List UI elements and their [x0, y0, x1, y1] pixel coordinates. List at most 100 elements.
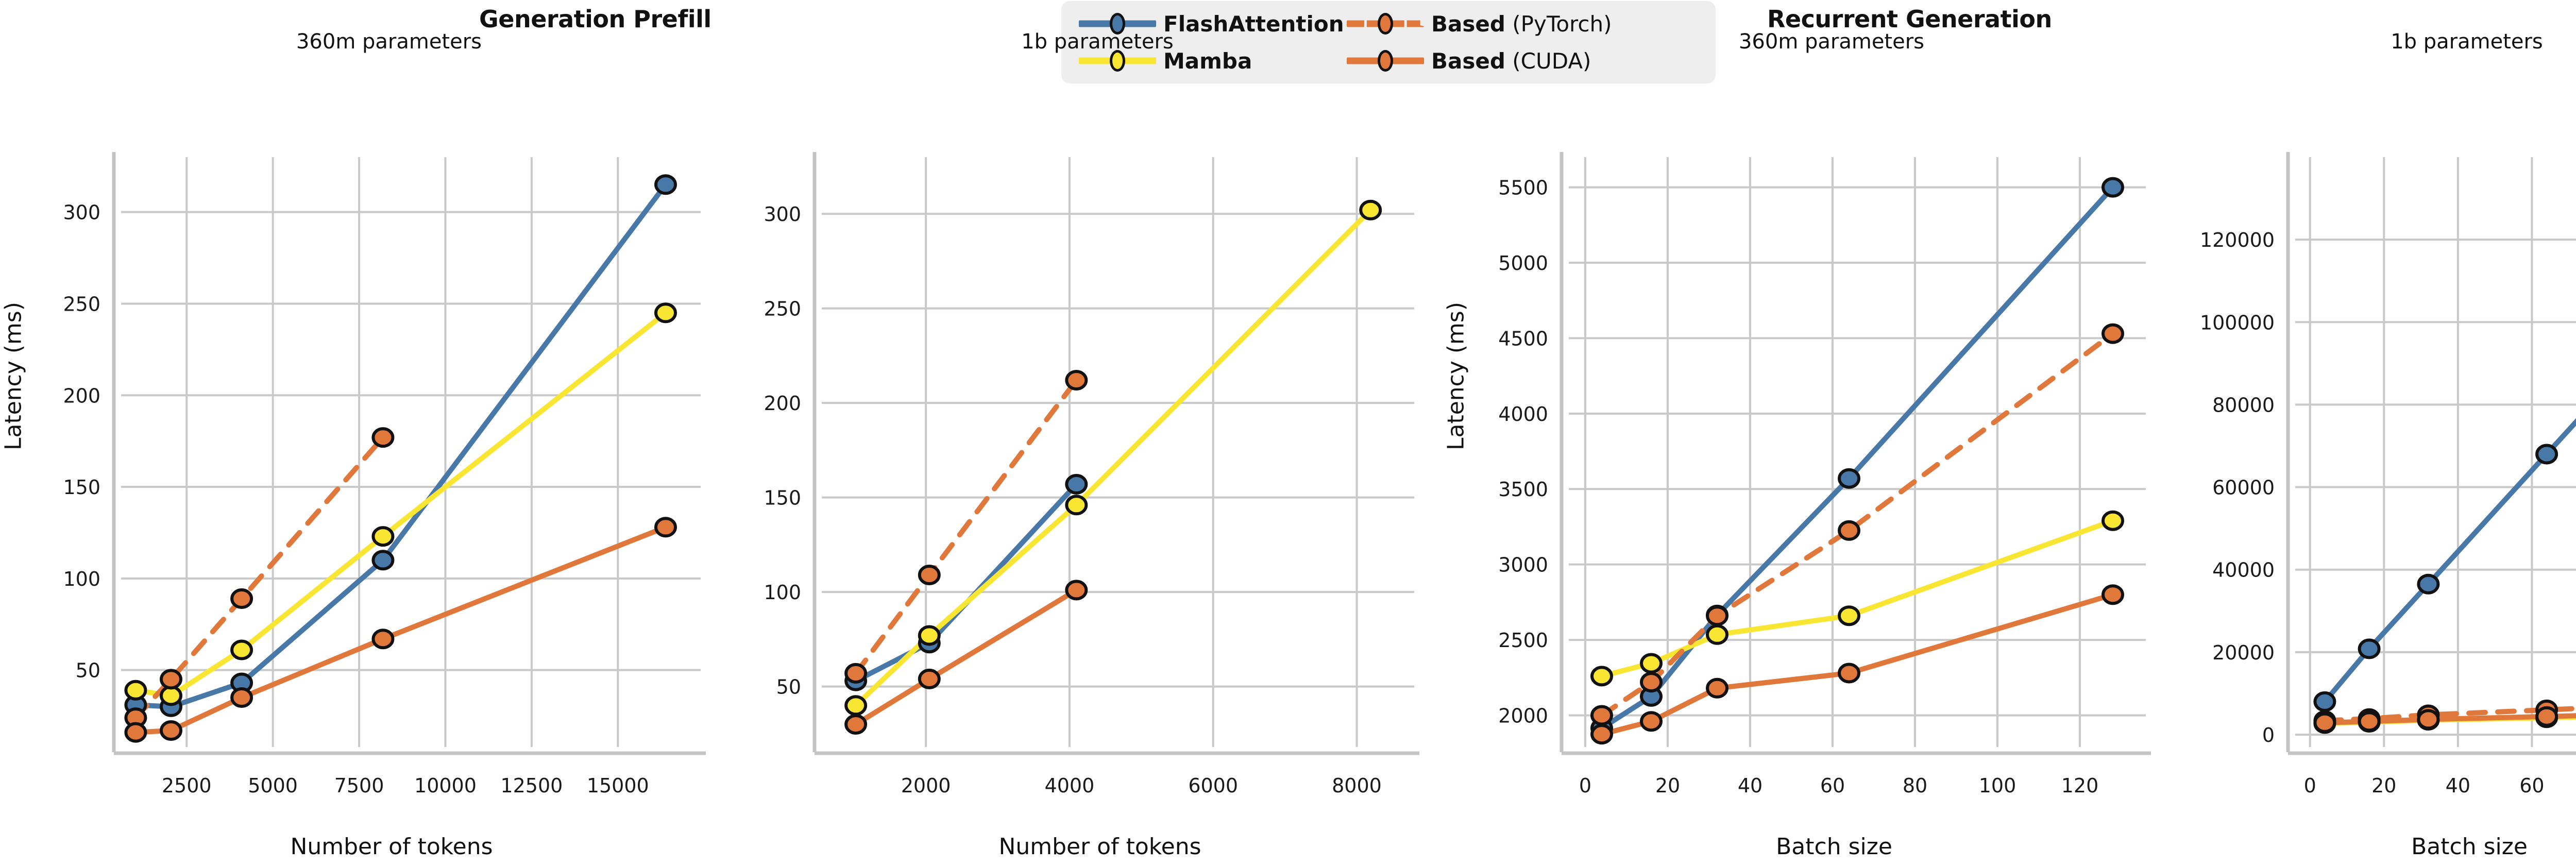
legend-marker-icon: [1378, 13, 1393, 35]
subplot-title: 360m parameters: [296, 30, 482, 54]
x-axis-label: Number of tokens: [998, 834, 1201, 860]
data-point: [918, 668, 941, 689]
data-point: [160, 720, 182, 741]
y-tick-label: 4000: [1498, 403, 1548, 426]
data-point: [1640, 653, 1663, 674]
data-point: [160, 669, 182, 690]
x-tick-label: 2000: [901, 774, 951, 797]
subplot-prefill-360m: 360m parameters Latency (ms) 2500 5000 750…: [0, 15, 716, 865]
data-point: [918, 565, 941, 585]
x-tick-label: 20: [1655, 774, 1680, 797]
legend-label-plain: (PyTorch): [1505, 11, 1612, 37]
x-tick-label: 60: [2519, 774, 2544, 797]
y-tick-label: 120000: [2200, 229, 2275, 251]
data-point: [2102, 177, 2124, 198]
subplot-title: 360m parameters: [1738, 30, 1925, 54]
subplot-title: 1b parameters: [1021, 30, 1174, 54]
data-point: [2102, 584, 2124, 605]
x-tick-label: 12500: [500, 774, 563, 797]
y-tick-label: 3000: [1498, 554, 1548, 576]
legend-marker-icon: [1378, 50, 1393, 72]
series-line-mamba: [133, 310, 668, 699]
legend-label-bold: Mamba: [1163, 48, 1252, 74]
y-tick-label: 50: [76, 659, 100, 682]
y-tick-label: 0: [2262, 724, 2275, 747]
data-point: [1065, 495, 1088, 516]
y-tick-label: 80000: [2212, 394, 2275, 416]
data-point: [1838, 468, 1860, 489]
y-tick-label: 200: [764, 392, 801, 415]
data-point: [1590, 705, 1613, 726]
data-point: [844, 695, 868, 716]
data-point: [2535, 444, 2558, 465]
data-point: [2358, 638, 2381, 659]
chart-svg: 2500 5000 7500 10000 12500 15000 50 100 150 200 25…: [63, 152, 706, 797]
x-tick-label: 100: [1979, 774, 2016, 797]
series-line-flashattention: [853, 481, 1079, 684]
x-tick-label: 40: [2446, 774, 2470, 797]
legend-label-bold: Based: [1431, 11, 1505, 37]
x-tick-label: 120: [2061, 774, 2099, 797]
x-tick-label: 6000: [1188, 774, 1238, 797]
series-line-based-cuda: [853, 587, 1079, 727]
legend-item-based-pytorch[interactable]: Based (PyTorch): [1347, 11, 1661, 37]
data-point: [230, 639, 253, 660]
legend-label-plain: (CUDA): [1505, 48, 1591, 74]
data-point: [654, 302, 677, 324]
data-point: [230, 687, 253, 708]
y-tick-label: 150: [63, 476, 100, 499]
data-point: [654, 174, 677, 195]
data-point: [1590, 666, 1613, 687]
data-point: [918, 625, 941, 646]
y-tick-label: 40000: [2212, 559, 2275, 582]
x-axis-label: Number of tokens: [290, 834, 493, 860]
series-line-based-pytorch: [133, 435, 386, 721]
x-tick-label: 7500: [334, 774, 384, 797]
y-tick-label: 250: [63, 293, 100, 315]
y-tick-label: 150: [764, 487, 801, 510]
series-line-flashattention: [1599, 184, 2115, 731]
legend-item-flashattention[interactable]: FlashAttention: [1079, 11, 1347, 37]
data-point: [2535, 706, 2558, 727]
data-point: [1065, 473, 1088, 495]
x-axis-label: Batch size: [2411, 834, 2528, 860]
data-point: [844, 663, 868, 684]
x-tick-label: 0: [2304, 774, 2316, 797]
legend-item-mamba[interactable]: Mamba: [1079, 48, 1347, 74]
x-tick-label: 0: [1579, 774, 1591, 797]
y-tick-label: 5000: [1498, 252, 1548, 275]
legend-item-based-cuda[interactable]: Based (CUDA): [1347, 48, 1661, 74]
data-point: [160, 685, 182, 706]
data-point: [1706, 677, 1728, 699]
y-tick-label: 100: [764, 581, 801, 604]
legend-label-based-pytorch: Based (PyTorch): [1431, 11, 1612, 37]
y-tick-label: 300: [63, 201, 100, 224]
data-point: [371, 629, 395, 650]
series-line-mamba: [853, 207, 1374, 708]
y-tick-label: 200: [63, 384, 100, 407]
x-tick-label: 5000: [248, 774, 298, 797]
data-point: [1590, 724, 1613, 745]
data-point: [1065, 580, 1088, 601]
data-point: [1838, 520, 1860, 541]
data-point: [371, 427, 395, 448]
data-point: [2102, 323, 2124, 344]
x-tick-label: 2500: [162, 774, 212, 797]
chart-svg: 2000 4000 6000 8000 50 100 150 200 250 300: [764, 152, 1419, 797]
y-tick-label: 100000: [2200, 311, 2275, 334]
y-tick-label: 60000: [2212, 477, 2275, 499]
data-point: [2102, 510, 2124, 531]
legend-swatch-mamba: [1079, 49, 1156, 73]
data-point: [1838, 663, 1860, 684]
group-title-recurrent-generation: Recurrent Generation: [1767, 5, 2052, 33]
data-point: [124, 722, 147, 743]
data-point: [1706, 605, 1728, 626]
data-point: [2417, 573, 2440, 595]
y-tick-label: 300: [764, 203, 801, 226]
data-point: [371, 526, 395, 547]
subplot-title: 1b parameters: [2391, 30, 2543, 54]
data-point: [2313, 691, 2336, 712]
data-point: [1065, 370, 1088, 391]
x-tick-label: 20: [2371, 774, 2396, 797]
subplot-prefill-1b: 1b parameters 2000 4000 6000 8000 50 100 150 20…: [716, 15, 1432, 865]
